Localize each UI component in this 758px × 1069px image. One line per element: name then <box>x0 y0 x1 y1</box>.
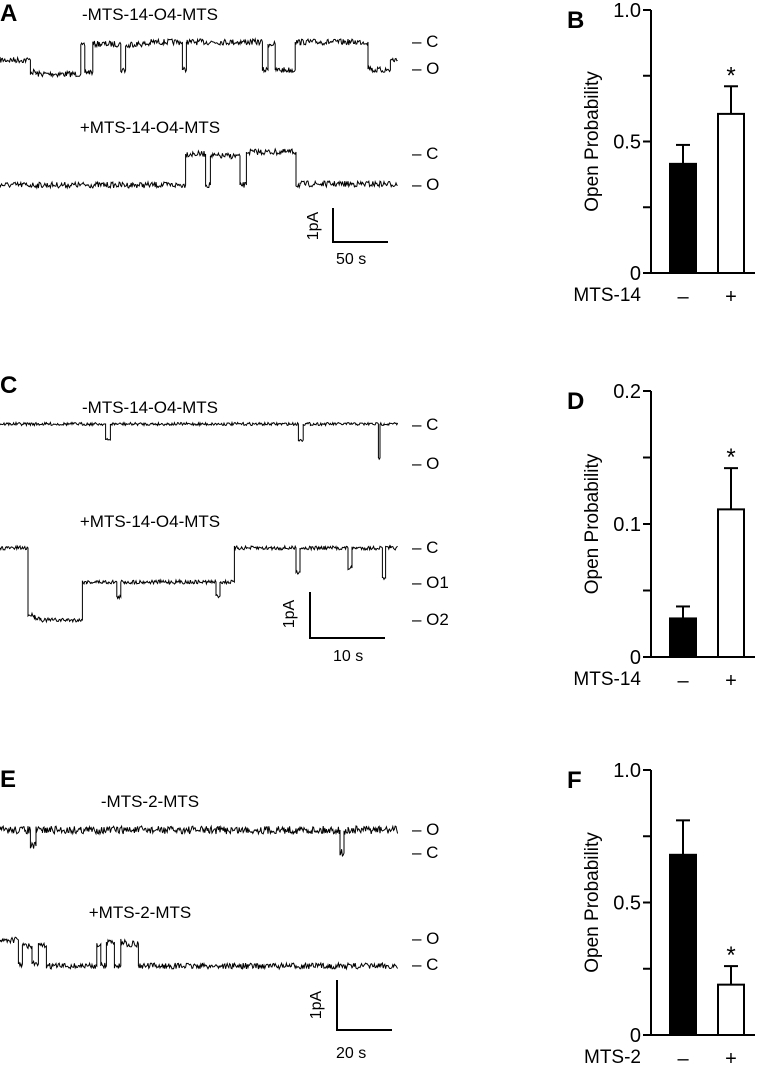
category-label: – <box>677 670 689 692</box>
trace-title-a1: -MTS-14-O4-MTS <box>82 5 218 24</box>
level-label-c: – C <box>412 415 439 434</box>
y-tick-label: 1.0 <box>613 760 641 782</box>
y-tick-label: 0 <box>630 647 641 669</box>
trace-title-c2: +MTS-14-O4-MTS <box>79 512 221 531</box>
significance-asterisk: * <box>726 62 735 89</box>
trace-title-e1: -MTS-2-MTS <box>100 792 200 811</box>
y-tick-label: 0 <box>630 1025 641 1047</box>
panel-label: F <box>567 767 582 794</box>
level-label-o1: – O1 <box>412 573 449 592</box>
bar-minus <box>669 853 697 1036</box>
significance-asterisk: * <box>726 942 735 969</box>
y-axis-label: Open Probability <box>582 832 603 973</box>
category-label: + <box>725 1048 737 1069</box>
scale-current-label: 1pA <box>281 599 299 629</box>
bar-minus <box>669 162 697 274</box>
bar-plus <box>717 983 745 1037</box>
y-tick-label: 0.5 <box>613 893 641 915</box>
y-axis-label: Open Probability <box>582 453 603 594</box>
scale-time-label: 50 s <box>336 251 367 268</box>
level-label-c: – C <box>412 955 439 974</box>
x-axis-label: MTS-2 <box>584 1047 641 1068</box>
y-tick-label: 0 <box>630 263 641 285</box>
category-label: + <box>725 670 737 692</box>
panel-label-a: A <box>0 0 18 27</box>
level-label-o2: – O2 <box>412 610 449 629</box>
trace-a-mts <box>0 147 398 190</box>
level-label-c: – C <box>412 32 439 51</box>
trace-title-e2: +MTS-2-MTS <box>88 903 192 922</box>
level-label-c: – C <box>412 843 439 862</box>
y-tick-label: 0.5 <box>613 132 641 154</box>
scale-time-label: 20 s <box>336 1045 367 1062</box>
trace-title-a2: +MTS-14-O4-MTS <box>79 118 221 137</box>
scale-current-label: 1pA <box>305 211 323 241</box>
significance-asterisk: * <box>726 444 735 471</box>
panel-label: D <box>567 388 584 415</box>
level-label-c: – C <box>412 538 439 557</box>
panel-label-e: E <box>0 766 17 793</box>
scale-current-label: 1pA <box>308 990 326 1020</box>
trace-title-c1: -MTS-14-O4-MTS <box>82 398 218 417</box>
trace-c-control <box>0 420 399 461</box>
x-axis-label: MTS-14 <box>573 285 641 306</box>
level-label-o: – O <box>412 820 440 839</box>
bar-plus <box>717 112 745 275</box>
category-label: – <box>677 286 689 308</box>
level-label-o: – O <box>412 175 440 194</box>
bar-plus <box>717 508 745 658</box>
level-label-o: – O <box>412 454 440 473</box>
panel-label: B <box>567 7 584 34</box>
trace-a-control <box>0 37 398 79</box>
scale-bar <box>336 980 392 1031</box>
x-axis-label: MTS-14 <box>573 669 641 690</box>
scale-bar <box>332 208 388 243</box>
y-tick-label: 1.0 <box>613 0 641 22</box>
trace-e-mts <box>0 936 399 971</box>
scale-time-label: 10 s <box>333 648 364 665</box>
category-label: – <box>677 1048 689 1069</box>
panel-label-c: C <box>0 372 18 399</box>
trace-c-mts <box>0 544 398 624</box>
bar-minus <box>669 617 697 658</box>
y-tick-label: 0.2 <box>613 381 641 403</box>
scale-bar <box>309 592 385 639</box>
y-axis-label: Open Probability <box>582 71 603 212</box>
level-label-o: – O <box>412 929 440 948</box>
y-tick-label: 0.1 <box>613 514 641 536</box>
trace-e-control <box>0 824 399 857</box>
category-label: + <box>725 286 737 308</box>
level-label-c: – C <box>412 144 439 163</box>
level-label-o: – O <box>412 59 440 78</box>
